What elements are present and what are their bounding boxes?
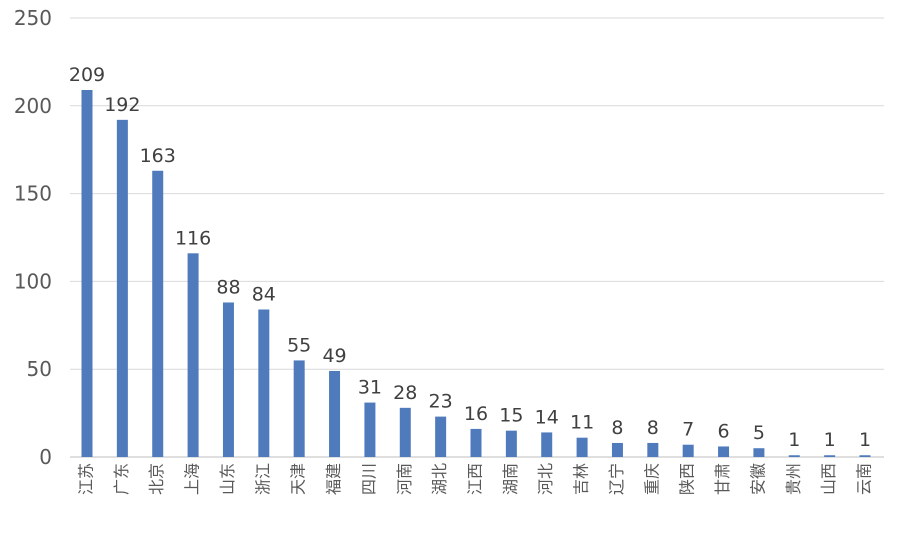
bar [753,448,765,457]
bar [81,89,93,457]
x-tick-label: 浙江 [253,463,272,495]
bar [258,309,270,457]
data-label: 5 [753,422,765,444]
data-label: 15 [499,405,523,427]
bar [859,455,871,457]
data-label: 88 [216,276,240,298]
bar [222,302,234,457]
watermark: 大数跨境 [6,499,104,522]
data-label: 6 [717,420,729,442]
paw-logo-icon [6,499,36,520]
bar [824,455,836,457]
bars [81,89,871,458]
bar [152,170,164,457]
x-tick-label: 河南 [395,463,414,495]
bar [788,455,800,457]
bar [364,402,376,457]
x-tick-label: 湖南 [501,463,520,495]
data-label: 14 [535,406,559,428]
bar [399,407,411,457]
bar [576,437,588,457]
bar [329,370,341,457]
bar [718,446,730,457]
x-tick-label: 福建 [324,463,343,495]
bar [647,442,659,457]
data-label: 209 [69,64,105,86]
data-label: 192 [104,94,140,116]
data-label: 1 [859,429,871,451]
data-label: 8 [611,417,623,439]
bar [116,119,128,458]
x-tick-label: 江苏 [77,463,96,495]
x-tick-label: 安徽 [748,463,767,495]
data-label: 23 [429,391,453,413]
y-tick-label: 100 [14,269,52,293]
x-tick-label: 山东 [218,463,237,495]
y-tick-label: 250 [14,6,52,30]
bar [470,428,482,457]
y-axis-ticks: 0 50 100 150 200 250 [14,6,52,469]
y-tick-label: 50 [27,357,52,381]
y-tick-label: 0 [39,445,52,469]
y-tick-label: 150 [14,182,52,206]
data-label: 1 [824,429,836,451]
data-label: 31 [358,377,382,399]
x-tick-label: 贵州 [784,463,803,495]
x-tick-label: 北京 [147,463,166,495]
x-tick-label: 四川 [359,463,378,495]
x-tick-label: 广东 [112,463,131,495]
bar [505,430,517,457]
data-label: 8 [647,417,659,439]
data-label: 55 [287,334,311,356]
bar [293,360,305,457]
data-label: 84 [252,283,276,305]
x-tick-label: 山西 [819,463,838,495]
y-tick-label: 200 [14,94,52,118]
x-axis-ticks: 江苏 广东 北京 上海 山东 浙江 天津 福建 四川 河南 湖北 江西 湖南 河北 吉林 辽宁 重庆 陕西 甘肃 安徽… [77,463,874,495]
data-label: 1 [788,429,800,451]
x-tick-label: 上海 [183,463,202,495]
watermark-text: 大数跨境 [44,504,104,522]
data-label: 49 [322,345,346,367]
bar [611,442,623,457]
gridlines [70,17,884,458]
data-label: 28 [393,382,417,404]
bar [187,253,199,457]
x-tick-label: 天津 [289,463,308,495]
x-tick-label: 云南 [855,463,874,495]
data-label: 116 [175,227,211,249]
x-tick-label: 辽宁 [607,463,626,495]
x-tick-label: 吉林 [572,463,591,495]
x-tick-label: 重庆 [642,463,661,495]
x-tick-label: 甘肃 [713,463,732,495]
bar [682,444,694,457]
data-label: 16 [464,403,488,425]
data-label: 163 [140,145,176,167]
x-tick-label: 河北 [536,463,555,495]
bar [541,432,553,457]
x-tick-label: 江西 [466,463,485,495]
x-tick-label: 陕西 [678,463,697,495]
data-label: 7 [682,419,694,441]
bar [435,416,447,457]
data-label: 11 [570,412,594,434]
x-tick-label: 湖北 [430,463,449,495]
